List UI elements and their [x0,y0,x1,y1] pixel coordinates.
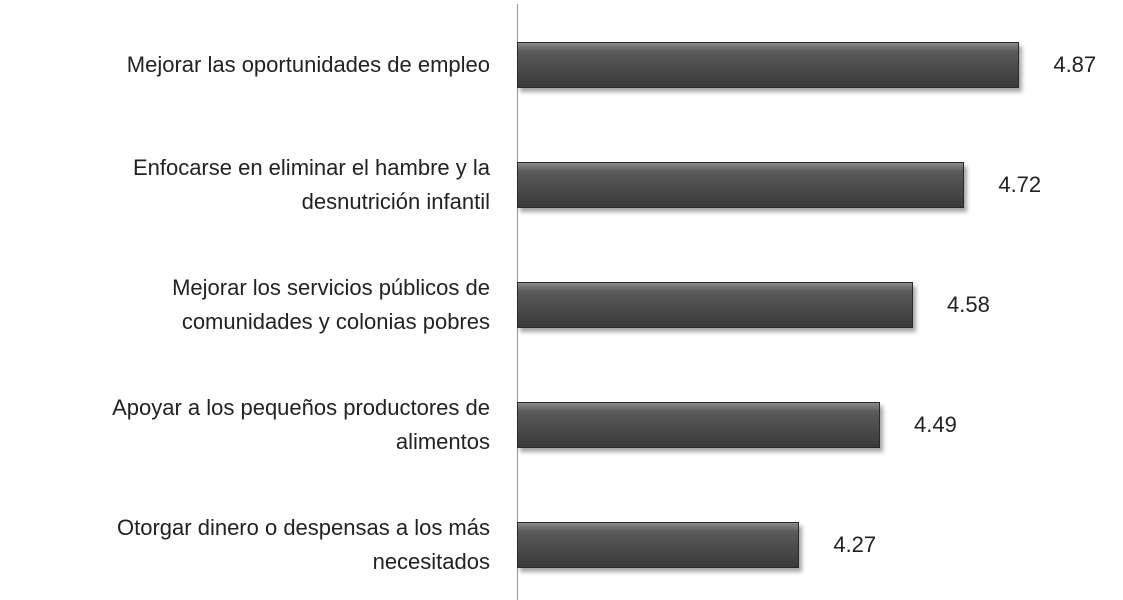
category-label: Mejorar los servicios públicos de comuni… [172,275,490,334]
bar [517,522,800,568]
value-label: 4.72 [998,172,1042,197]
value-label: 4.87 [1053,52,1097,77]
bar [517,282,913,328]
category-label: Enfocarse en eliminar el hambre y la des… [132,155,490,214]
value-label: 4.27 [833,532,877,557]
value-label: 4.49 [914,412,957,437]
bar [517,42,1020,88]
bar [517,402,880,448]
bar [517,162,965,208]
value-label: 4.58 [947,292,990,317]
category-label: Otorgar dinero o despensas a los más nec… [117,515,490,574]
category-label: Mejorar las oportunidades de empleo [126,52,490,77]
category-label: Apoyar a los pequeños productores de ali… [112,395,490,454]
